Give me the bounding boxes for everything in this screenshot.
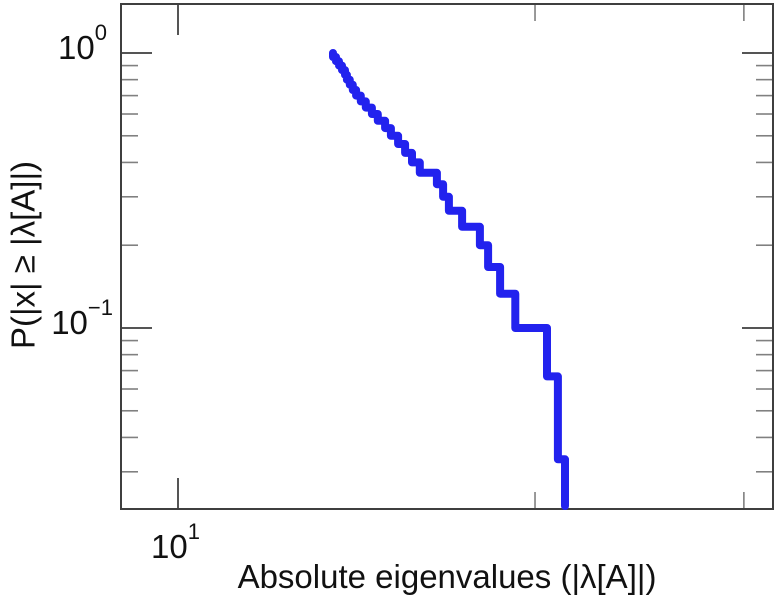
x-axis-label: Absolute eigenvalues (|λ[A]|) xyxy=(237,558,657,595)
tick-base: 10 xyxy=(51,304,88,341)
tick-exponent: −1 xyxy=(87,295,113,320)
tick-base: 10 xyxy=(58,29,95,66)
ccdf-curve xyxy=(329,49,569,510)
y-tick-label-1e0: 100 xyxy=(58,22,107,66)
y-axis-label: P(|x| ≥ |λ[A]|) xyxy=(4,160,42,350)
tick-exponent: 1 xyxy=(187,519,200,544)
x-tick-label-1e1: 101 xyxy=(151,521,200,565)
axes-box xyxy=(120,3,774,510)
tick-exponent: 0 xyxy=(94,20,107,45)
y-tick-label-1e-1: 10−1 xyxy=(51,297,113,341)
tick-base: 10 xyxy=(151,528,188,565)
